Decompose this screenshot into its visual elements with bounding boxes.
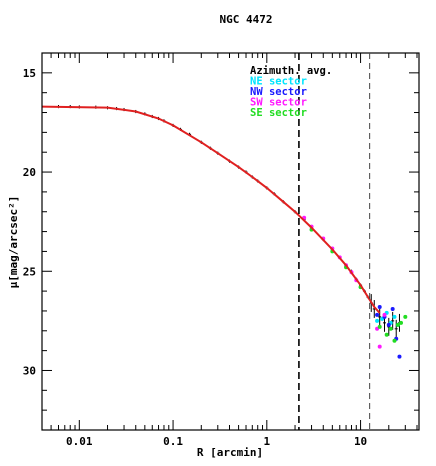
x-tick-label: 0.1 xyxy=(163,435,183,448)
ticks-layer: 0.01 0.1 1 10 15 20 25 30 xyxy=(23,52,419,448)
data-point xyxy=(382,312,387,317)
plot-frame xyxy=(41,52,420,431)
x-tick-label: 0.01 xyxy=(66,435,93,448)
data-point xyxy=(392,314,397,319)
legend-entry: NE sector xyxy=(250,76,307,88)
x-axis-label: R [arcmin] xyxy=(197,446,263,459)
y-tick-label: 15 xyxy=(23,67,36,80)
legend-entry: NW sector xyxy=(250,86,307,98)
data-point xyxy=(375,312,380,317)
series-azimuth-avg- xyxy=(42,104,401,338)
data-point xyxy=(377,324,382,329)
y-tick-label: 20 xyxy=(23,166,36,179)
y-axis-label: μ[mag/arcsec²] xyxy=(7,196,20,289)
y-tick-label: 25 xyxy=(23,265,36,278)
data-point xyxy=(388,326,393,331)
legend-entry: SW sector xyxy=(250,97,307,109)
data-point xyxy=(403,314,408,319)
data-point xyxy=(384,332,389,337)
data-point xyxy=(375,318,380,323)
x-tick-label: 10 xyxy=(354,435,367,448)
data-point xyxy=(392,338,397,343)
chart-title: NGC 4472 xyxy=(220,13,273,26)
data-point xyxy=(395,322,400,327)
vline-layer xyxy=(298,53,371,430)
data-point xyxy=(386,322,391,327)
model-curve xyxy=(42,105,381,314)
series-sw-sector xyxy=(302,215,387,349)
data-point xyxy=(377,344,382,349)
data-point xyxy=(377,304,382,309)
data-point xyxy=(397,354,402,359)
x-tick-label: 1 xyxy=(264,435,271,448)
data-point xyxy=(390,306,395,311)
data-point xyxy=(399,320,404,325)
legend-entry: Azimuth. avg. xyxy=(250,65,332,77)
y-tick-label: 30 xyxy=(23,364,36,377)
data-layer xyxy=(42,104,408,359)
legend-entry: SE sector xyxy=(250,107,307,119)
